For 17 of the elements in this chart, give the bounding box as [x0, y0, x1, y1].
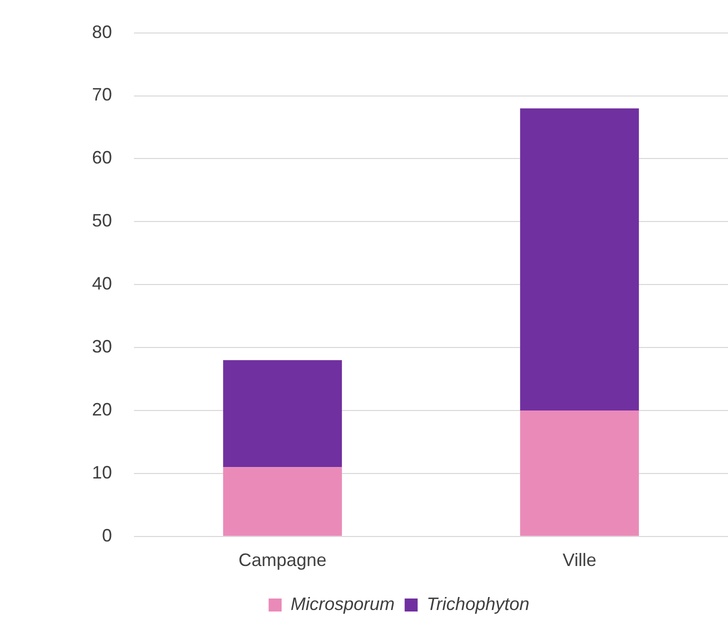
y-tick-label: 50	[92, 210, 112, 231]
legend-label: Microsporum	[290, 594, 395, 614]
y-tick-label: 60	[92, 148, 112, 168]
bar	[223, 360, 342, 468]
x-tick-label: Ville	[562, 550, 596, 570]
y-tick-label: 10	[92, 462, 112, 482]
y-tick-label: 30	[92, 336, 112, 357]
y-tick-label: 70	[92, 84, 112, 105]
y-tick-label: 40	[92, 274, 112, 294]
bar	[520, 108, 639, 410]
y-tick-label: 20	[92, 399, 112, 420]
bar	[223, 467, 342, 536]
y-tick-label: 80	[92, 22, 112, 42]
y-tick-label: 0	[102, 525, 112, 546]
legend-label: Trichophyton	[426, 594, 530, 614]
x-tick-label: Campagne	[238, 550, 327, 570]
bar	[520, 410, 639, 536]
